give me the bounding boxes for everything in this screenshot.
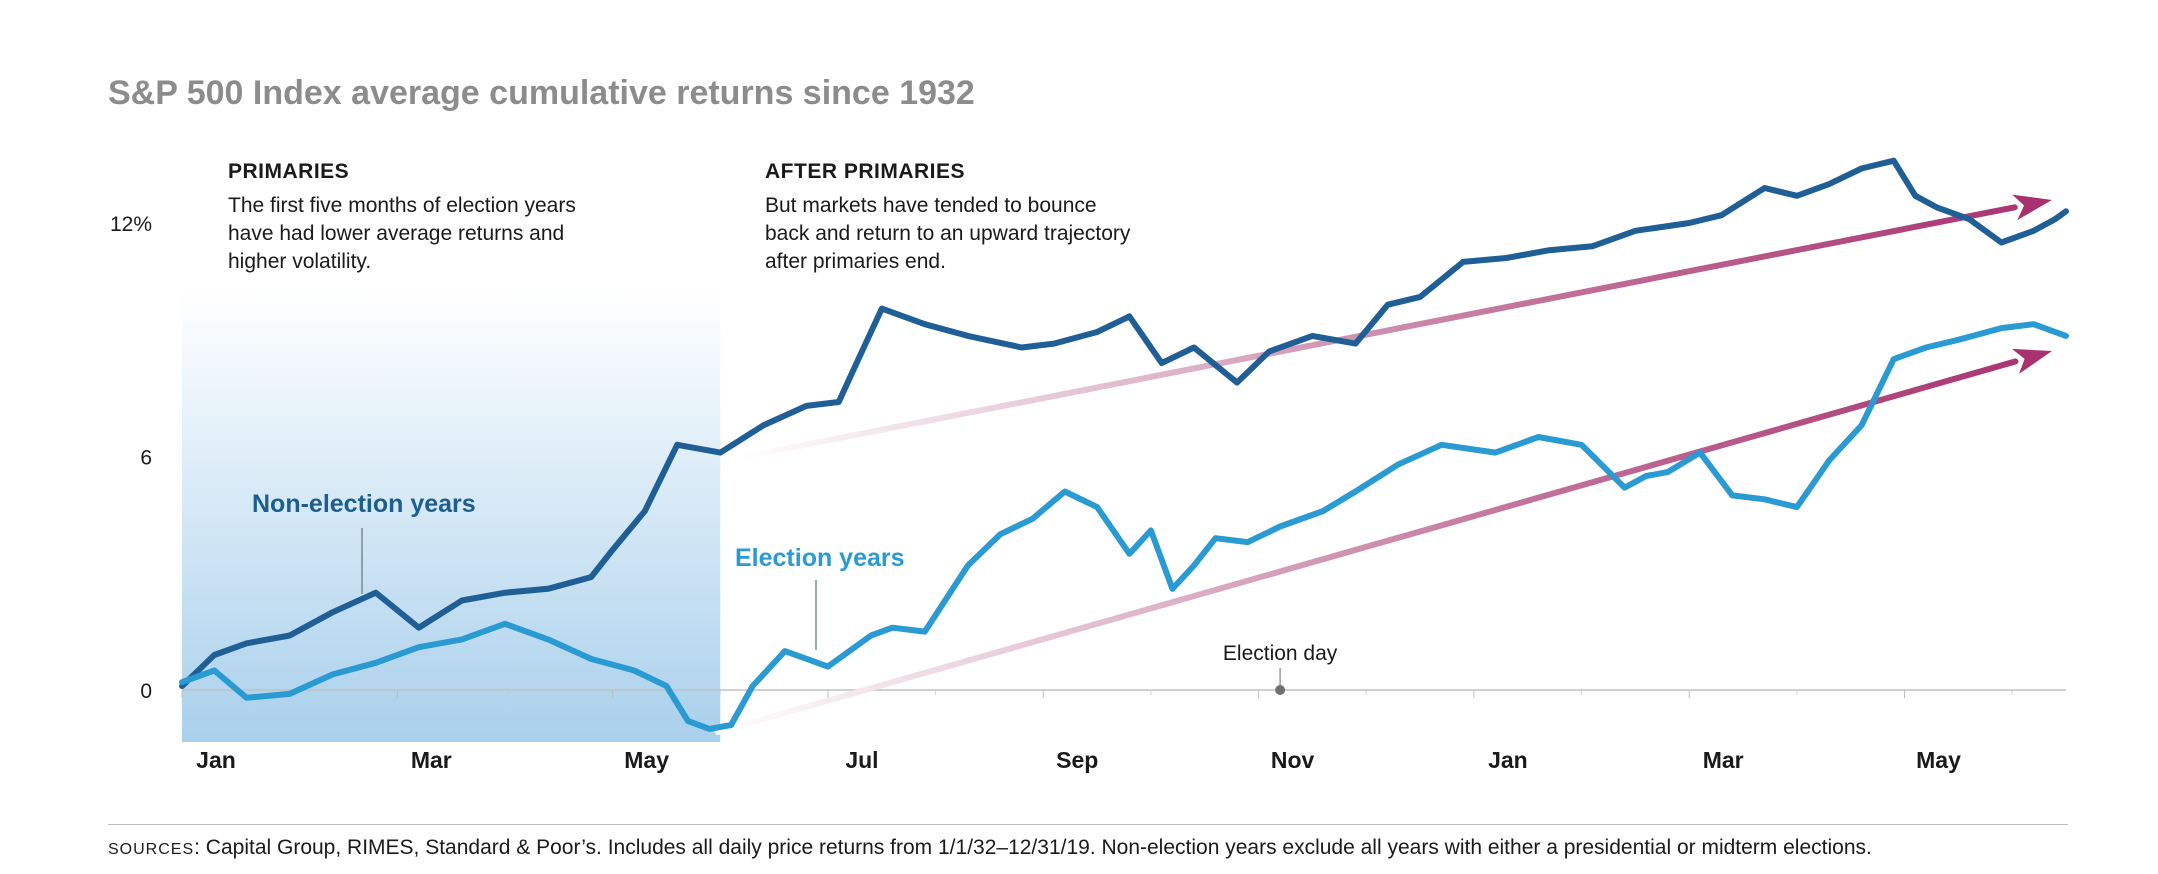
x-tick-label: May xyxy=(1916,747,1961,773)
x-tick-label: Nov xyxy=(1271,747,1315,773)
election-trend-arrow-head xyxy=(2011,348,2052,374)
primaries-text: The first five months of election years … xyxy=(228,194,576,273)
x-tick-label: Mar xyxy=(411,747,452,773)
y-tick-label: 0 xyxy=(140,680,152,703)
election-day-label: Election day xyxy=(1223,642,1338,665)
x-tick-label: Sep xyxy=(1056,747,1098,773)
election-years-line xyxy=(179,321,2069,732)
series-label-election: Election years xyxy=(735,544,905,572)
x-tick-label: Jan xyxy=(196,747,236,773)
non-election-years-line xyxy=(179,157,2069,690)
x-tick-label: Jul xyxy=(845,747,878,773)
sources-text: : Capital Group, RIMES, Standard & Poor’… xyxy=(194,836,1872,859)
x-tick-label: Jan xyxy=(1488,747,1528,773)
non-election-trend-arrow-shaft xyxy=(735,204,2018,461)
sources-label: SOURCES xyxy=(108,841,195,858)
election-trend-arrow-shaft xyxy=(715,358,2019,735)
footer-divider xyxy=(108,824,2068,825)
non-election-trend-arrow-head xyxy=(2012,194,2052,221)
after-primaries-text: But markets have tended to bounce back a… xyxy=(765,194,1131,273)
x-tick-label: May xyxy=(624,747,669,773)
primaries-heading: PRIMARIES xyxy=(228,160,350,183)
after-primaries-heading: AFTER PRIMARIES xyxy=(765,160,966,183)
series-label-non-election: Non-election years xyxy=(252,490,476,518)
election-day-marker xyxy=(1275,685,1286,695)
y-tick-label: 12% xyxy=(110,213,152,236)
chart-title: S&P 500 Index average cumulative returns… xyxy=(108,74,975,112)
sources-footnote: SOURCES: Capital Group, RIMES, Standard … xyxy=(108,836,1872,860)
y-tick-label: 6 xyxy=(140,447,152,470)
x-tick-label: Mar xyxy=(1703,747,1744,773)
